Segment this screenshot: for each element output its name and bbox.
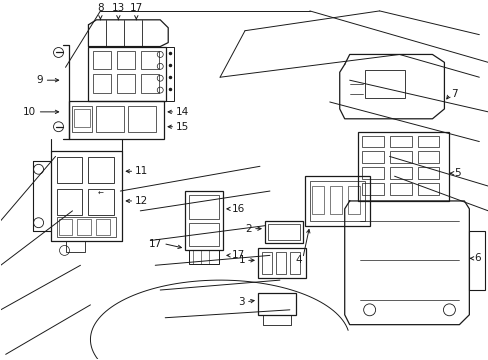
Text: 1: 1 [238, 255, 244, 265]
Bar [329, 186, 341, 214]
Bar [57, 217, 116, 237]
Text: 16: 16 [232, 204, 245, 214]
Bar [417, 136, 439, 148]
Bar [389, 167, 411, 179]
Bar [88, 46, 166, 101]
Text: 14: 14 [176, 107, 189, 117]
Bar [128, 106, 156, 132]
Bar [189, 251, 219, 264]
Bar [59, 219, 72, 235]
Bar [357, 132, 448, 201]
Bar [361, 183, 383, 195]
Bar [364, 70, 404, 98]
Bar [309, 181, 364, 221]
Bar [347, 186, 359, 214]
Bar [141, 74, 159, 93]
Bar [68, 101, 164, 139]
Bar [417, 183, 439, 195]
Bar [93, 50, 111, 69]
Bar [88, 189, 114, 215]
Bar [57, 157, 82, 183]
Bar [93, 74, 111, 93]
Text: 2: 2 [245, 224, 251, 234]
Bar [117, 50, 135, 69]
Bar [74, 109, 90, 127]
Bar [389, 136, 411, 148]
Bar [304, 176, 369, 226]
Text: 17: 17 [129, 3, 142, 13]
Bar [361, 136, 383, 148]
Text: 12: 12 [135, 196, 148, 206]
Text: 15: 15 [176, 122, 189, 132]
Bar [77, 219, 91, 235]
Bar [275, 252, 285, 274]
Bar [117, 74, 135, 93]
Text: 7: 7 [450, 89, 457, 99]
Bar [189, 223, 219, 247]
Text: 17: 17 [149, 239, 162, 248]
Bar [65, 240, 85, 252]
Bar [96, 219, 110, 235]
Bar [417, 167, 439, 179]
Bar [258, 293, 295, 315]
Bar [389, 152, 411, 163]
Text: 4: 4 [295, 255, 301, 265]
Bar [88, 157, 114, 183]
Bar [311, 186, 323, 214]
Bar [361, 167, 383, 179]
Bar [262, 252, 271, 274]
Bar [141, 50, 159, 69]
Bar [361, 152, 383, 163]
Bar [185, 191, 223, 251]
Text: 5: 5 [453, 168, 460, 178]
Bar [166, 46, 174, 101]
Bar [417, 152, 439, 163]
Bar [258, 248, 305, 278]
Bar [96, 106, 124, 132]
Bar [57, 189, 82, 215]
Bar [264, 221, 302, 243]
Bar [189, 195, 219, 219]
Bar [289, 252, 299, 274]
Bar [267, 224, 299, 239]
Text: 3: 3 [238, 297, 244, 307]
Text: 17: 17 [232, 251, 245, 260]
Text: 8: 8 [97, 3, 103, 13]
Text: 11: 11 [135, 166, 148, 176]
Text: $\leftarrow$: $\leftarrow$ [96, 190, 104, 196]
Text: 6: 6 [473, 253, 480, 264]
Text: 10: 10 [22, 107, 36, 117]
Text: 13: 13 [111, 3, 125, 13]
Text: 9: 9 [36, 75, 42, 85]
Bar [72, 106, 92, 132]
Bar [468, 231, 484, 290]
Bar [389, 183, 411, 195]
